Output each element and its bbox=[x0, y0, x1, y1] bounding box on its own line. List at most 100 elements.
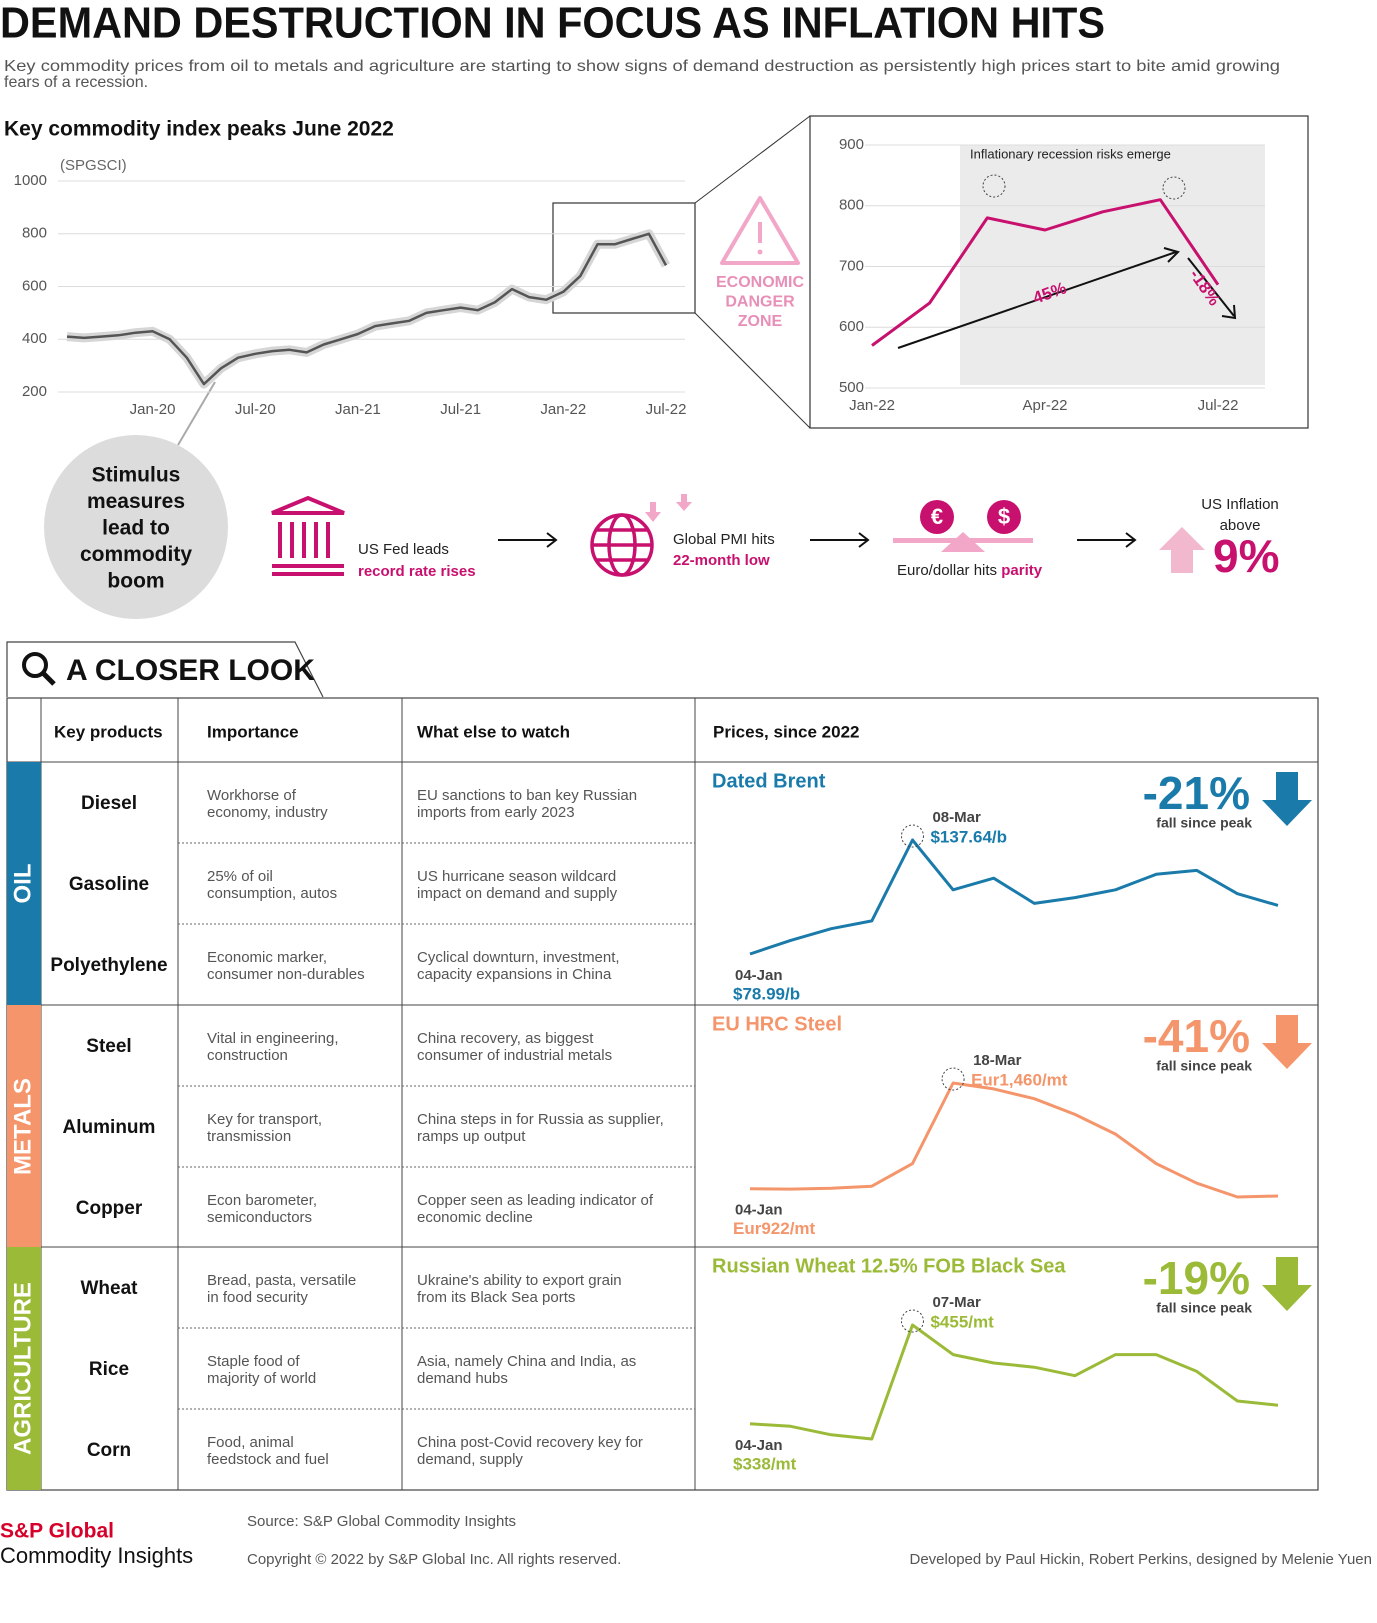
value-label: $338/mt bbox=[733, 1454, 797, 1473]
importance: Staple food of bbox=[207, 1353, 300, 1370]
watch: US hurricane season wildcard bbox=[417, 868, 616, 885]
peak-marker bbox=[900, 824, 924, 848]
importance: Econ barometer, bbox=[207, 1192, 317, 1209]
importance: transmission bbox=[207, 1128, 291, 1145]
y-tick-label: 600 bbox=[839, 318, 864, 335]
section-title: A CLOSER LOOK bbox=[66, 654, 315, 687]
trend-arrow bbox=[1221, 304, 1237, 320]
watch: ramps up output bbox=[417, 1128, 526, 1145]
importance: consumption, autos bbox=[207, 885, 337, 902]
flow-highlight: 9% bbox=[1213, 530, 1279, 582]
x-tick-label: Jan-21 bbox=[335, 401, 381, 418]
annotation: Inflationary recession risks emerge bbox=[970, 146, 1171, 161]
watch: China post-Covid recovery key for bbox=[417, 1434, 643, 1451]
watch: Ukraine's ability to export grain bbox=[417, 1272, 622, 1289]
section-label: OIL bbox=[9, 864, 36, 904]
watch: EU sanctions to ban key Russian bbox=[417, 787, 637, 804]
x-tick-label: Jul-22 bbox=[646, 401, 687, 418]
x-tick-label: Jul-22 bbox=[1198, 397, 1239, 414]
coin-symbol: $ bbox=[998, 504, 1010, 529]
coin-symbol: € bbox=[931, 504, 943, 529]
column-header: Prices, since 2022 bbox=[713, 722, 860, 741]
peak-marker bbox=[982, 174, 1006, 198]
bubble-text: boom bbox=[107, 570, 164, 593]
importance: Food, animal bbox=[207, 1434, 294, 1451]
y-tick-label: 800 bbox=[839, 197, 864, 214]
decor bbox=[6, 115, 1319, 1491]
change-label: fall since peak bbox=[1156, 1300, 1252, 1316]
flow-highlight: parity bbox=[1001, 562, 1043, 579]
watch: economic decline bbox=[417, 1209, 533, 1226]
flow-text: Global PMI hits bbox=[673, 531, 775, 548]
value-label: $455/mt bbox=[930, 1312, 994, 1331]
importance: Vital in engineering, bbox=[207, 1030, 338, 1047]
product: Polyethylene bbox=[50, 955, 167, 976]
watch: consumer of industrial metals bbox=[417, 1047, 612, 1064]
flow-arrows bbox=[498, 532, 1137, 548]
importance: feedstock and fuel bbox=[207, 1451, 329, 1468]
danger-label: ECONOMIC bbox=[716, 274, 804, 291]
bubble-text: measures bbox=[87, 490, 185, 513]
euro-coin bbox=[920, 500, 954, 534]
brand: S&P Global bbox=[0, 1520, 114, 1543]
y-tick-label: 700 bbox=[839, 257, 864, 274]
zoom-box bbox=[809, 115, 1309, 429]
value-label: $78.99/b bbox=[733, 984, 800, 1003]
line-halo bbox=[66, 229, 670, 389]
importance: majority of world bbox=[207, 1370, 316, 1387]
balance-pivot bbox=[941, 532, 985, 552]
x-tick-label: Jul-21 bbox=[440, 401, 481, 418]
importance: semiconductors bbox=[207, 1209, 312, 1226]
peak-marker bbox=[1162, 176, 1186, 200]
product: Rice bbox=[89, 1359, 129, 1380]
x-tick-label: Jul-20 bbox=[235, 401, 276, 418]
brand-sub: Commodity Insights bbox=[0, 1543, 193, 1568]
product: Aluminum bbox=[63, 1117, 156, 1138]
search-icon bbox=[22, 652, 48, 678]
down-arrow bbox=[1262, 772, 1312, 826]
source: Source: S&P Global Commodity Insights bbox=[247, 1513, 516, 1530]
value-label: Eur922/mt bbox=[733, 1219, 816, 1238]
down-arrows bbox=[645, 494, 692, 522]
value-label: $137.64/b bbox=[930, 827, 1007, 846]
flow-text: US Inflation bbox=[1201, 496, 1279, 513]
importance: Key for transport, bbox=[207, 1111, 322, 1128]
watch: demand, supply bbox=[417, 1451, 523, 1468]
y-tick-label: 1000 bbox=[14, 172, 47, 189]
product: Copper bbox=[76, 1198, 143, 1219]
line bbox=[749, 1323, 1279, 1441]
product: Corn bbox=[87, 1440, 131, 1461]
section-band bbox=[7, 1005, 41, 1248]
watch: from its Black Sea ports bbox=[417, 1289, 575, 1306]
flow-text: above bbox=[1220, 517, 1261, 534]
chart-title: Dated Brent bbox=[712, 770, 826, 792]
table-frame bbox=[6, 697, 1319, 1491]
search-icon bbox=[41, 671, 56, 686]
product: Steel bbox=[86, 1036, 131, 1057]
column-header: What else to watch bbox=[417, 722, 570, 741]
importance: in food security bbox=[207, 1289, 308, 1306]
point-date: 18-Mar bbox=[973, 1052, 1022, 1069]
point-date: 07-Mar bbox=[932, 1294, 981, 1311]
watch: Copper seen as leading indicator of bbox=[417, 1192, 654, 1209]
tab bbox=[6, 641, 324, 698]
x-tick-label: Jan-22 bbox=[540, 401, 586, 418]
change: -41% bbox=[1143, 1010, 1250, 1062]
watch: capacity expansions in China bbox=[417, 966, 612, 983]
line bbox=[749, 1081, 1279, 1199]
copyright: Copyright © 2022 by S&P Global Inc. All … bbox=[247, 1551, 621, 1568]
point-date: 04-Jan bbox=[735, 967, 783, 984]
trend-arrow bbox=[1163, 247, 1180, 263]
shaded-period bbox=[960, 145, 1265, 385]
y-tick-label: 500 bbox=[839, 379, 864, 396]
importance: 25% of oil bbox=[207, 868, 273, 885]
column-header: Key products bbox=[54, 722, 163, 741]
x-tick-label: Jan-20 bbox=[130, 401, 176, 418]
bubble-text: commodity bbox=[80, 543, 192, 566]
product: Wheat bbox=[81, 1278, 139, 1299]
change: -19% bbox=[1143, 1252, 1250, 1304]
section-band bbox=[7, 762, 41, 1005]
zoom-frame bbox=[552, 202, 696, 314]
importance: construction bbox=[207, 1047, 288, 1064]
line bbox=[66, 232, 668, 386]
